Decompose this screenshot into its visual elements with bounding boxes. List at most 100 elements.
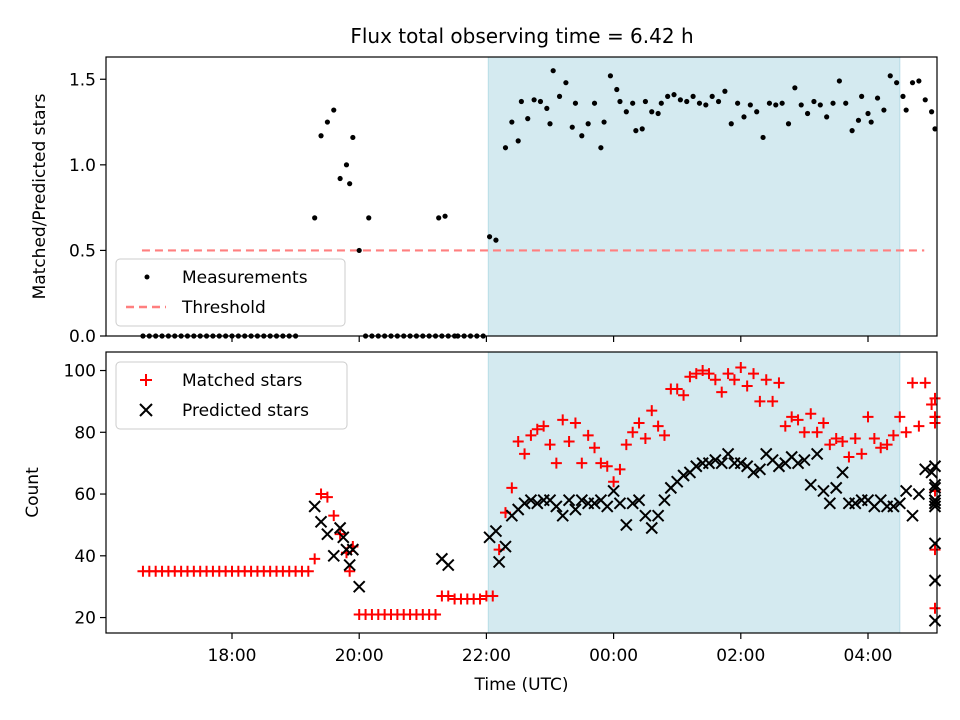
measurement-point [728, 121, 734, 127]
measurement-point [347, 181, 353, 187]
matched-star-point [805, 408, 817, 420]
top-plot-panel: 0.0 0.5 1.0 1.5 Matched/Predicted stars Mea… [30, 56, 938, 347]
matched-star-point [671, 383, 683, 395]
matched-star-point [894, 411, 906, 423]
measurement-point [916, 78, 922, 84]
legend-matched-label: Matched stars [182, 371, 302, 391]
measurement-point [903, 107, 909, 113]
measurement-point [747, 102, 753, 108]
matched-star-point [728, 374, 740, 386]
measurement-point [601, 119, 607, 125]
measurement-point [343, 162, 350, 168]
matched-star-point [926, 398, 938, 410]
measurement-point [585, 121, 591, 127]
measurement-point [366, 215, 372, 221]
measurement-point [715, 98, 722, 105]
bottom-ytick-label: 60 [74, 485, 96, 505]
predicted-star-point [314, 515, 328, 529]
measurement-point [760, 134, 766, 141]
measurement-point [874, 95, 881, 101]
predicted-star-point [531, 497, 544, 510]
predicted-star-point [658, 494, 671, 507]
bottom-ytick-label: 80 [74, 423, 96, 443]
matched-star-point [843, 451, 855, 463]
bottom-observing-window-shade [487, 351, 901, 634]
matched-star-point [614, 463, 626, 475]
matched-star-point [856, 448, 868, 460]
measurement-point [766, 100, 773, 106]
matched-star-point [344, 565, 356, 577]
predicted-star-point [601, 500, 614, 513]
matched-star-point [474, 593, 486, 605]
measurement-point [550, 68, 556, 74]
predicted-star-point [346, 543, 360, 556]
predicted-star-point [791, 456, 805, 470]
bottom-plot-panel: 20 40 60 80 100 18:00 20:00 22:00 00:00 02:00 04:… [23, 351, 942, 695]
measurement-point [493, 237, 499, 243]
measurement-point [722, 88, 728, 94]
matched-star-point [684, 371, 696, 383]
measurement-point [671, 92, 677, 98]
measurement-point [350, 134, 356, 141]
predicted-star-point [308, 500, 321, 513]
matched-star-point [652, 420, 664, 432]
matched-star-point [690, 368, 702, 380]
measurement-point [502, 145, 509, 151]
predicted-star-point [887, 500, 900, 513]
matched-star-point [569, 417, 581, 429]
matched-star-point [557, 414, 569, 426]
measurement-point [572, 100, 579, 106]
measurement-point [690, 93, 696, 99]
predicted-star-point [588, 497, 601, 510]
measurement-point [556, 93, 563, 99]
predicted-star-point [928, 614, 942, 627]
matched-star-point [519, 448, 531, 460]
matched-star-point [538, 420, 550, 432]
matched-star-point [868, 432, 880, 444]
matched-star-point [830, 432, 842, 444]
xtick-label: 04:00 [844, 646, 893, 666]
predicted-star-point [343, 558, 356, 572]
measurement-point [337, 175, 343, 182]
top-ytick-label: 0.5 [69, 241, 96, 261]
matched-star-point [913, 420, 925, 432]
top-legend-box [115, 258, 346, 327]
matched-star-point [525, 429, 537, 441]
measurement-point [356, 247, 362, 254]
measurement-point [509, 119, 515, 125]
measurement-point [563, 80, 569, 86]
predicted-star-point [925, 466, 938, 479]
matched-star-point [824, 439, 836, 451]
predicted-star-point [632, 494, 646, 507]
predicted-star-point [562, 494, 576, 507]
measurement-point [544, 105, 550, 111]
x-axis-label: Time (UTC) [474, 675, 569, 695]
measurement-point [607, 73, 614, 79]
measurement-point [633, 128, 639, 134]
matched-star-point [817, 417, 829, 429]
predicted-star-point [734, 456, 748, 470]
matched-star-point [773, 377, 785, 389]
measurement-point [677, 97, 683, 103]
matched-star-point [582, 429, 594, 441]
xtick-label: 00:00 [589, 646, 638, 666]
matched-star-point [907, 377, 919, 389]
predicted-star-point [556, 509, 569, 522]
measurement-point [855, 117, 862, 123]
measurement-point [696, 100, 703, 106]
measurement-point [754, 109, 760, 115]
measurement-point [531, 97, 537, 103]
predicted-star-point [721, 447, 735, 461]
top-ytick-label: 0.0 [69, 327, 96, 347]
matched-star-point [767, 395, 779, 407]
predicted-star-point [575, 494, 589, 507]
predicted-star-point [492, 555, 506, 569]
predicted-star-point [928, 500, 942, 513]
legend-matched-marker [140, 374, 152, 386]
legend-measurements-marker [144, 274, 150, 280]
matched-star-point [735, 361, 747, 373]
matched-star-point [576, 457, 588, 469]
bottom-ytick-label: 20 [74, 609, 96, 629]
predicted-star-point [613, 497, 627, 510]
matched-star-point [929, 411, 941, 423]
